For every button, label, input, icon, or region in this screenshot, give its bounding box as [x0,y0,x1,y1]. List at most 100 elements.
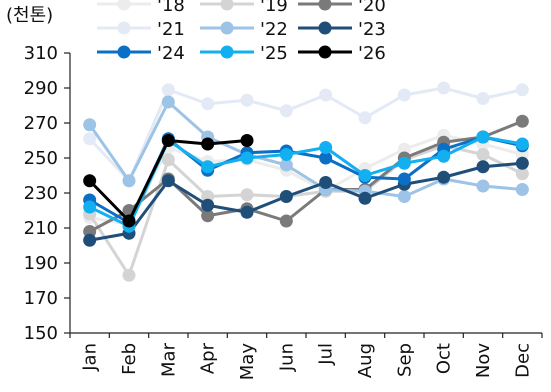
legend-label: '21 [157,19,185,40]
x-tick-label: Oct [434,343,455,374]
x-tick-label: Jun [276,343,297,372]
data-point [437,81,451,95]
x-tick-label: Mar [158,342,179,377]
data-point [240,151,254,165]
data-point [319,141,333,154]
data-point [437,149,451,163]
data-point [201,160,215,174]
data-point [161,95,175,109]
data-point [161,174,175,188]
data-point [161,153,175,167]
legend-item: '24 [97,43,185,64]
data-point [319,151,333,165]
data-point [319,88,333,102]
data-point [122,268,136,282]
data-point [161,83,175,97]
data-point [397,190,411,203]
legend-item: '23 [298,19,386,40]
data-point [201,137,215,151]
legend-swatch-marker [117,0,131,11]
series-19 [83,139,529,282]
series-line [88,86,523,183]
data-point [515,83,529,97]
x-tick-label: Jan [80,343,101,372]
data-point [397,156,411,170]
y-tick-label: 170 [24,288,58,309]
legend-label: '24 [157,43,185,64]
series-line [88,119,523,233]
legend-label: '20 [358,0,386,16]
y-tick-label: 210 [24,218,58,239]
y-tick-label: 150 [24,323,58,344]
data-point [358,169,372,182]
legend-item: '20 [298,0,386,16]
y-tick-label: 310 [24,43,58,64]
legend-item: '18 [97,0,185,16]
legend-item: '25 [200,43,288,64]
legend-item: '19 [200,0,288,16]
data-point [83,132,97,146]
data-point [122,174,136,188]
data-point [201,97,215,111]
data-point [240,205,254,219]
legend-swatch-marker [117,21,131,35]
y-tick-label: 190 [24,253,58,274]
y-axis-label: (천톤) [6,5,53,26]
x-tick-label: Sep [394,343,415,377]
data-point [83,118,97,132]
legend-swatch-marker [318,45,332,59]
legend-label: '23 [358,19,386,40]
legend-swatch-marker [318,0,332,11]
data-point [397,172,411,186]
data-point [83,233,97,247]
data-point [240,93,254,107]
data-point [515,137,529,151]
data-point [279,148,293,161]
x-tick-label: Nov [473,343,494,378]
legend-swatch-marker [117,45,131,59]
data-point [358,191,372,205]
x-tick-label: Apr [198,342,219,374]
data-point [240,188,254,202]
legend-label: '22 [260,19,288,40]
data-point [279,104,293,118]
data-point [476,92,490,105]
legend-swatch-marker [220,45,234,59]
x-tick-label: Aug [355,343,376,378]
data-point [279,190,293,203]
series-21 [83,81,529,188]
data-point [279,158,293,172]
series-line [89,161,523,242]
legend-item: '21 [97,19,185,40]
series-line [89,133,523,226]
legend-swatch-marker [220,21,234,35]
data-point [161,134,175,147]
x-tick-label: May [237,343,258,381]
data-point [319,176,333,189]
x-axis-ticks: Jan Feb Mar Apr May Jun Jul Aug Sep Oct Nov Dec [69,333,543,381]
legend-label: '25 [260,43,288,64]
data-point [240,134,254,147]
x-tick-label: Jul [316,343,337,366]
data-point [358,111,372,125]
legend: '18 '19 '20 '21 '22 '23 '24 '25 '26 [97,0,386,64]
data-point [515,167,529,181]
series-26 [83,134,254,228]
series-23 [83,156,529,247]
series-lines [83,81,529,282]
series-line [88,100,523,198]
x-tick-label: Dec [512,343,533,378]
data-point [437,170,451,184]
data-point [476,160,490,174]
data-point [476,130,490,144]
y-tick-label: 230 [24,183,58,204]
data-point [515,156,529,170]
legend-item: '22 [200,19,288,40]
data-point [476,148,490,161]
data-point [476,179,490,193]
legend-swatch-marker [318,21,332,35]
data-point [83,174,97,188]
data-point [515,183,529,196]
legend-label: '19 [260,0,288,16]
